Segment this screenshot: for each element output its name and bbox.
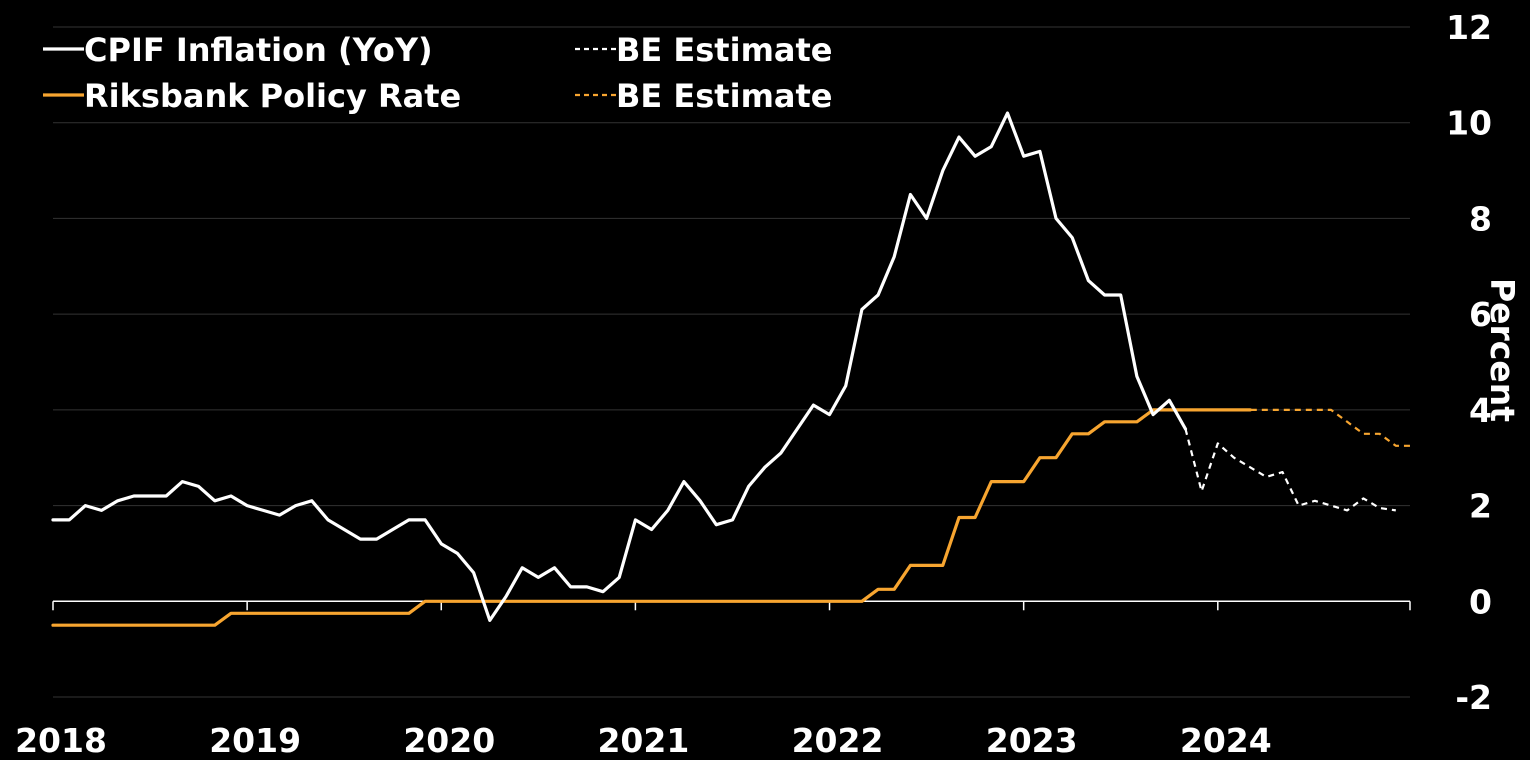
x-tick-label: 2021 — [597, 721, 689, 760]
y-axis-ticks: -2 0 2 4 6 8 10 12 — [1446, 8, 1492, 717]
y-tick-label: 6 — [1469, 295, 1492, 334]
x-axis: 2018 2019 2020 2021 2022 2023 2024 — [15, 600, 1411, 760]
grid-lines — [53, 26, 1410, 698]
series-line-3 — [1217, 408, 1412, 447]
y-tick-label: 8 — [1469, 199, 1492, 238]
legend: CPIF Inflation (YoY) BE Estimate Riksban… — [43, 31, 833, 115]
legend-label-policy-estimate: BE Estimate — [616, 77, 833, 115]
legend-label-policy-rate: Riksbank Policy Rate — [84, 77, 461, 115]
y-tick-label: 12 — [1446, 8, 1492, 47]
series-line-0 — [51, 111, 1188, 623]
y-tick-label: 10 — [1446, 104, 1492, 143]
y-tick-label: 2 — [1469, 487, 1492, 526]
y-tick-label: 4 — [1469, 391, 1492, 430]
x-tick-label: 2022 — [792, 721, 884, 760]
series-line-1 — [1184, 428, 1396, 512]
legend-label-cpif: CPIF Inflation (YoY) — [84, 31, 433, 69]
x-tick-label: 2024 — [1180, 721, 1272, 760]
y-tick-label: 0 — [1469, 582, 1492, 621]
x-tick-label: 2018 — [15, 721, 107, 760]
legend-label-cpif-estimate: BE Estimate — [616, 31, 833, 69]
x-tick-label: 2019 — [209, 721, 301, 760]
series-line-2 — [51, 408, 1252, 627]
y-tick-label: -2 — [1455, 678, 1492, 717]
series-lines — [51, 111, 1412, 627]
x-tick-label: 2020 — [403, 721, 495, 760]
x-tick-label: 2023 — [986, 721, 1078, 760]
y-axis-label: Percent — [1483, 278, 1522, 422]
